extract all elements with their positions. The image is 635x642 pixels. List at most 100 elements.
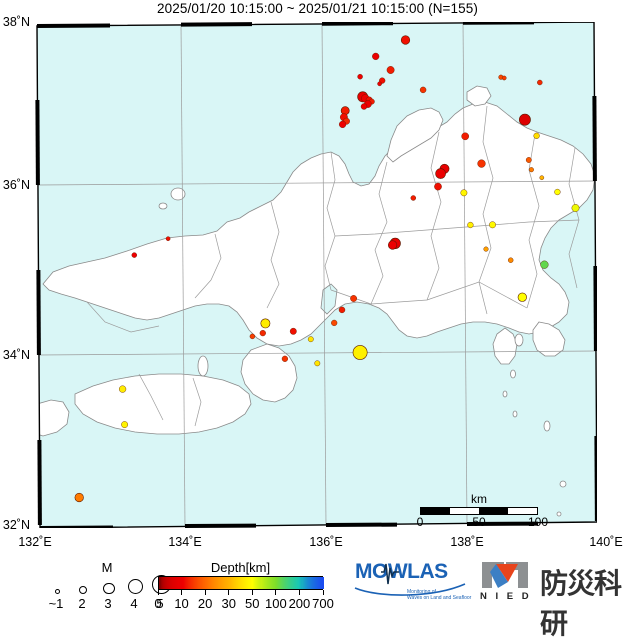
hypocenter-marker[interactable] [315,361,320,366]
magnitude-symbol-4 [128,579,143,594]
page-title: 2025/01/20 10:15:00 ~ 2025/01/21 10:15:0… [0,1,635,16]
depth-label-200: 200 [289,596,311,611]
map-svg [35,22,597,528]
hypocenter-marker[interactable] [489,222,495,228]
magnitude-legend-symbols [48,576,166,596]
hypocenter-marker[interactable] [540,176,544,180]
hypocenter-marker[interactable] [358,74,363,79]
hypocenter-marker[interactable] [331,320,337,326]
hypocenter-marker[interactable] [308,337,313,342]
hypocenter-marker[interactable] [75,493,84,502]
hypocenter-marker[interactable] [250,334,255,339]
hypocenter-marker[interactable] [339,307,345,313]
hypocenter-marker[interactable] [339,121,346,128]
mowlas-tagline-2: Waves on Land and Seafloor [407,595,472,601]
map-background-layer [37,22,597,528]
hypocenter-marker[interactable] [518,293,527,302]
magnitude-label-~1: ~1 [49,596,64,611]
izu-island-2 [511,370,516,378]
magnitude-legend-title: M [48,560,166,576]
hypocenter-marker[interactable] [420,87,426,93]
hypocenter-marker[interactable] [401,36,410,45]
hypocenter-marker[interactable] [478,160,486,168]
lat-label-34n: 34˚N [0,348,30,362]
depth-label-20: 20 [198,596,212,611]
mowlas-logo-graphic: MOWLAS Monitoring of Waves on Land and S… [353,558,473,604]
depth-label-30: 30 [221,596,235,611]
magnitude-label-3: 3 [104,596,111,611]
hypocenter-marker[interactable] [282,356,288,362]
oki-island-main [171,188,185,200]
mowlas-wordmark: MOWLAS [355,560,448,583]
nied-name-text: 防災科研 [540,562,633,642]
depth-colorbar [158,576,323,590]
magnitude-label-4: 4 [130,596,137,611]
hypocenter-marker[interactable] [537,80,542,85]
hypocenter-marker[interactable] [350,295,356,301]
hypocenter-marker[interactable] [378,82,382,86]
izu-island-7 [557,512,561,516]
map-canvas[interactable] [35,22,597,528]
hypocenter-marker[interactable] [541,261,549,269]
izu-oshima [515,334,523,346]
scale-bar: km 0 50 100 [420,492,538,529]
depth-label-50: 50 [245,596,259,611]
lon-label-136e: 136˚E [298,535,354,549]
hypocenter-marker[interactable] [468,222,474,228]
hypocenter-marker[interactable] [290,328,296,334]
hypocenter-marker[interactable] [119,386,126,393]
hypocenter-marker[interactable] [462,133,469,140]
hypocenter-marker[interactable] [502,76,506,80]
scale-tick-100: 100 [528,515,548,529]
hypocenter-marker[interactable] [572,204,579,211]
hypocenter-marker[interactable] [508,258,513,263]
nied-abbr-text: N I E D [480,591,532,602]
izu-island-3 [503,391,507,397]
hypocenter-marker[interactable] [353,345,367,359]
hypocenter-marker[interactable] [436,169,446,179]
scale-unit-label: km [420,492,538,506]
depth-label-10: 10 [174,596,188,611]
hypocenter-marker[interactable] [388,241,397,250]
map-panel[interactable] [35,22,597,528]
hypocenter-marker[interactable] [555,189,561,195]
hypocenter-marker[interactable] [434,183,441,190]
hypocenter-marker[interactable] [132,253,137,258]
scale-tick-50: 50 [472,515,485,529]
magnitude-symbol-~1 [55,589,60,594]
hypocenter-marker[interactable] [484,247,489,252]
scale-tick-labels: 0 50 100 [420,515,538,529]
lat-label-38n: 38˚N [0,15,30,29]
depth-label-100: 100 [265,596,287,611]
hypocenter-marker[interactable] [529,167,534,172]
hypocenter-marker[interactable] [387,66,394,73]
lon-label-132e: 132˚E [7,535,63,549]
nied-logo: N I E D 防災科研 [478,558,633,604]
hypocenter-marker[interactable] [461,190,467,196]
magnitude-symbol-2 [79,586,87,594]
izu-island-4 [513,411,517,417]
magnitude-label-2: 2 [78,596,85,611]
lon-label-140e: 140˚E [578,535,634,549]
hypocenter-marker[interactable] [372,53,379,60]
scale-tick-0: 0 [417,515,424,529]
hypocenter-marker[interactable] [166,237,170,241]
hypocenter-marker[interactable] [121,421,127,427]
oki-island-small [159,203,167,209]
depth-label-0: 0 [154,596,161,611]
hypocenter-marker[interactable] [411,196,416,201]
hypocenter-marker[interactable] [526,157,531,162]
hypocenter-marker[interactable] [260,330,266,336]
depth-label-700: 700 [312,596,334,611]
hypocenter-marker[interactable] [361,104,367,110]
hypocenter-marker[interactable] [261,319,270,328]
hypocenter-marker[interactable] [519,114,530,125]
depth-legend-title: Depth[km] [158,560,323,576]
lon-label-134e: 134˚E [157,535,213,549]
scale-bar-graphic [420,507,538,515]
hypocenter-marker[interactable] [534,133,540,139]
